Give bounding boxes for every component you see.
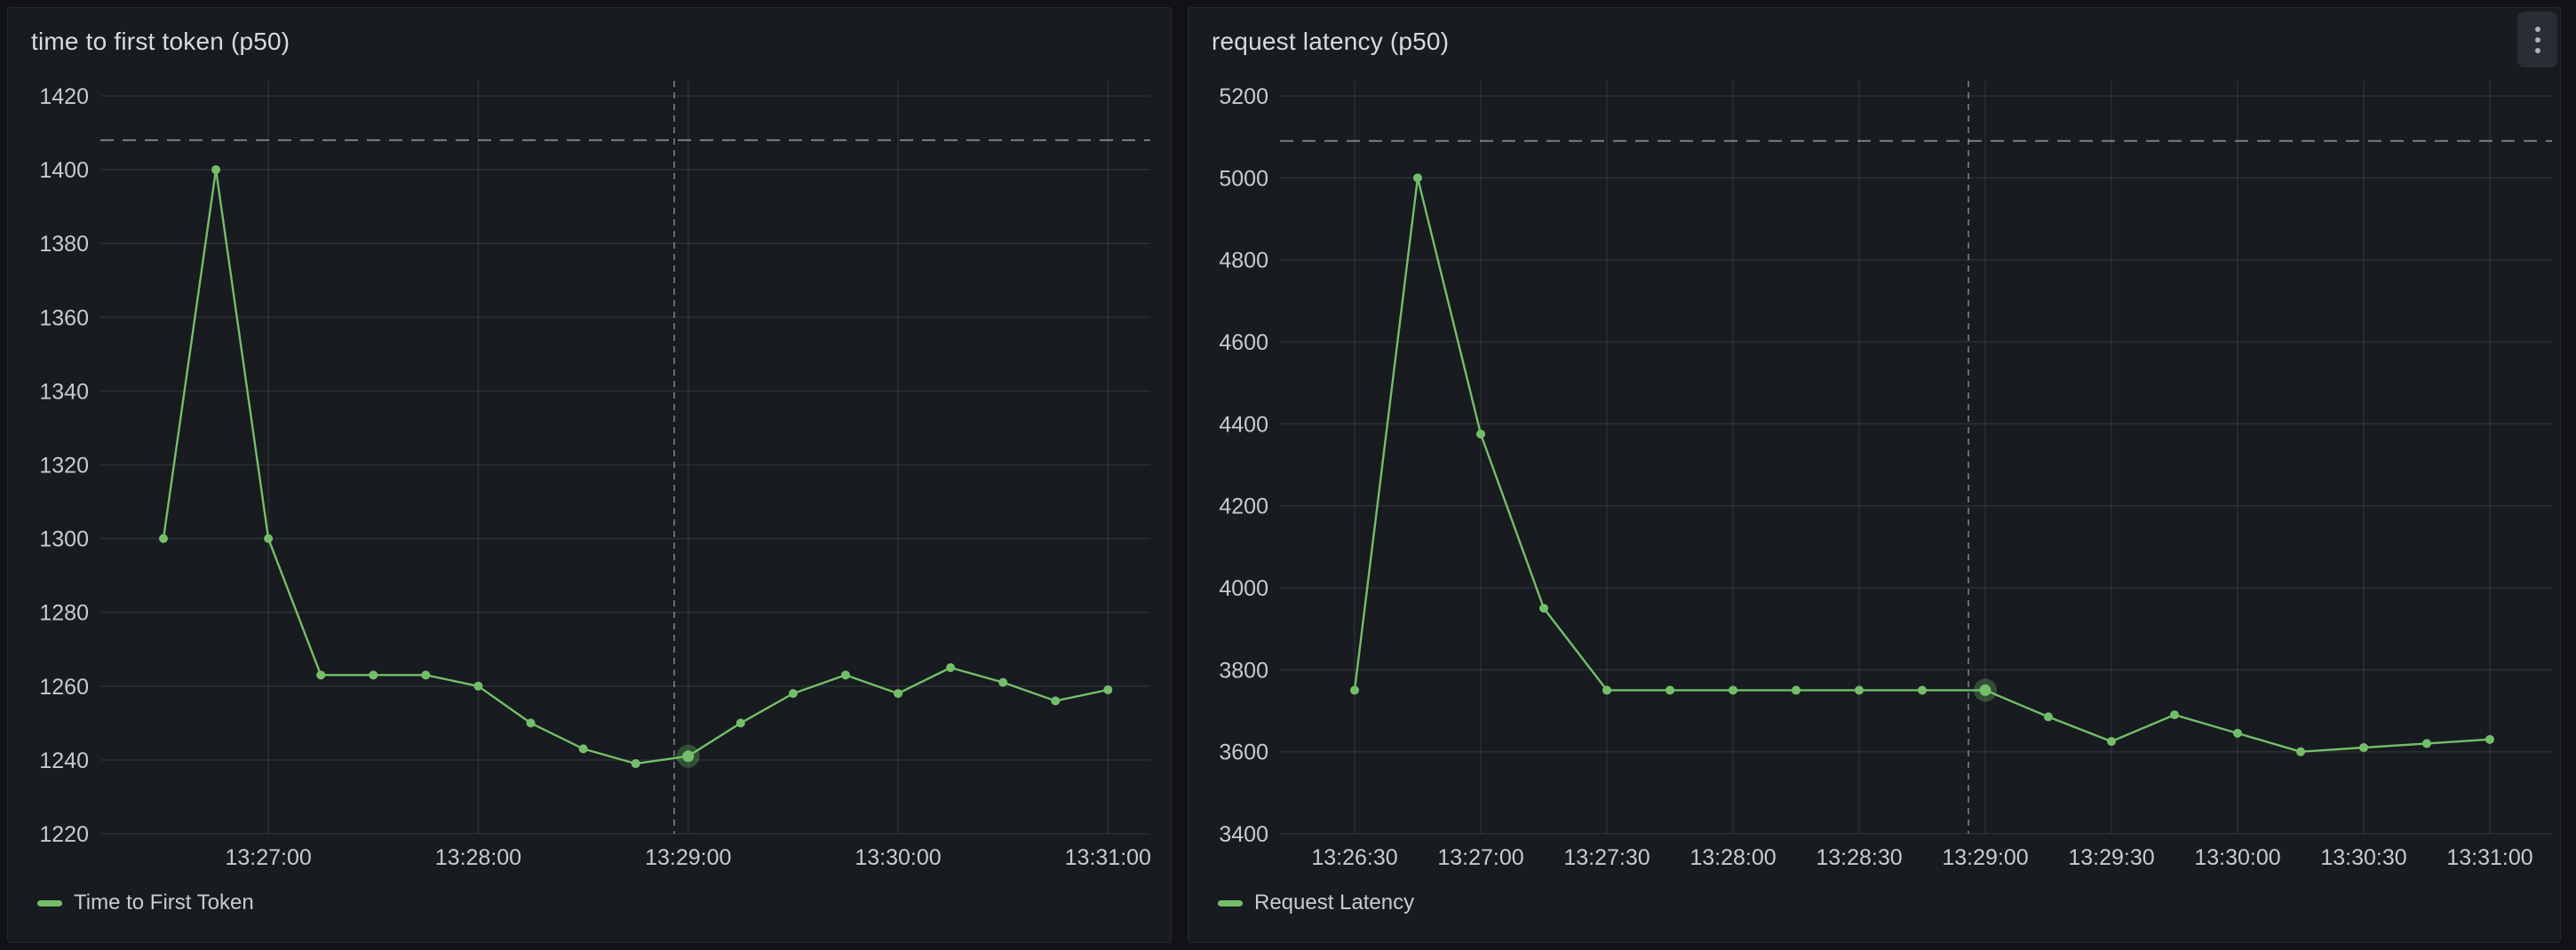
ttft-chart[interactable]: 1220 1240 1260 1280 1300 1320 1340 1360 1380 1400… <box>8 8 1171 942</box>
data-point[interactable] <box>473 681 483 691</box>
legend-item-latency[interactable]: Request Latency <box>1218 891 1414 915</box>
y-tick-label: 1400 <box>39 158 89 183</box>
x-tick-label: 13:27:00 <box>1437 845 1523 870</box>
series-color-swatch <box>1218 899 1243 906</box>
data-point[interactable] <box>840 670 850 680</box>
y-tick-label: 1380 <box>39 232 89 257</box>
latency-chart[interactable]: 3400 3600 3800 4000 4200 4400 4600 4800 5000 5200… <box>1189 8 2560 942</box>
series-line <box>162 168 1109 765</box>
data-point[interactable] <box>316 670 326 680</box>
data-point[interactable] <box>2421 739 2431 748</box>
highlight-point[interactable] <box>682 750 695 763</box>
data-point[interactable] <box>1854 685 1864 695</box>
data-point[interactable] <box>526 718 536 728</box>
data-point[interactable] <box>578 744 588 754</box>
y-tick-label: 5000 <box>1219 166 1268 191</box>
x-tick-label: 13:28:00 <box>1690 845 1776 870</box>
data-point[interactable] <box>1412 173 1422 183</box>
legend-label: Request Latency <box>1254 891 1415 914</box>
data-point[interactable] <box>159 534 168 543</box>
y-tick-label: 1360 <box>39 305 89 330</box>
x-tick-label: 13:29:00 <box>1942 845 2028 870</box>
data-point[interactable] <box>631 759 640 769</box>
data-point[interactable] <box>2295 747 2305 756</box>
kebab-vertical-icon <box>2534 26 2540 53</box>
x-tick-label: 13:26:30 <box>1311 845 1397 870</box>
series-color-swatch <box>37 899 62 906</box>
legend-item-ttft[interactable]: Time to First Token <box>37 891 254 915</box>
y-tick-label: 1260 <box>39 675 89 700</box>
y-tick-label: 1220 <box>39 822 89 847</box>
data-point[interactable] <box>1475 429 1485 439</box>
x-tick-label: 13:31:00 <box>2446 845 2532 870</box>
legend-label: Time to First Token <box>74 891 254 914</box>
data-point[interactable] <box>1103 685 1113 694</box>
data-point[interactable] <box>894 689 903 699</box>
data-point[interactable] <box>1728 685 1737 695</box>
data-point[interactable] <box>2358 743 2368 753</box>
data-point[interactable] <box>998 677 1008 687</box>
x-tick-label: 13:29:00 <box>645 845 731 870</box>
data-point[interactable] <box>1791 685 1801 695</box>
x-tick-label: 13:28:30 <box>1816 845 1902 870</box>
y-tick-label: 4600 <box>1219 330 1268 355</box>
panel-title[interactable]: request latency (p50) <box>1212 28 1450 55</box>
data-point[interactable] <box>1051 696 1061 706</box>
x-tick-label: 13:30:00 <box>2194 845 2280 870</box>
data-point[interactable] <box>1917 685 1927 695</box>
x-tick-label: 13:31:00 <box>1065 845 1151 870</box>
data-point[interactable] <box>2043 712 2053 722</box>
y-tick-label: 5200 <box>1219 84 1268 109</box>
data-point[interactable] <box>1602 685 1611 695</box>
data-point[interactable] <box>946 663 956 673</box>
highlight-point[interactable] <box>1979 684 1992 696</box>
panel-menu-button[interactable] <box>2517 12 2557 67</box>
x-tick-label: 13:30:00 <box>855 845 941 870</box>
data-point[interactable] <box>788 689 798 699</box>
x-tick-label: 13:27:30 <box>1563 845 1650 870</box>
data-point[interactable] <box>421 670 431 680</box>
y-tick-label: 1340 <box>39 379 89 404</box>
data-point[interactable] <box>369 670 378 680</box>
data-point[interactable] <box>2232 728 2242 738</box>
y-tick-label: 4800 <box>1219 249 1268 273</box>
y-tick-label: 1300 <box>39 527 89 552</box>
data-point[interactable] <box>2106 737 2116 747</box>
x-tick-label: 13:30:30 <box>2320 845 2406 870</box>
y-tick-label: 1280 <box>39 601 89 626</box>
panel-ttft: time to first token (p50) 1220 1240 1260 12… <box>7 7 1172 943</box>
data-point[interactable] <box>2485 734 2494 744</box>
y-tick-label: 4200 <box>1219 495 1268 519</box>
data-point[interactable] <box>1538 604 1548 614</box>
y-tick-label: 4400 <box>1219 412 1268 437</box>
data-point[interactable] <box>2169 710 2179 720</box>
x-tick-label: 13:28:00 <box>435 845 521 870</box>
series-line <box>1353 177 2492 753</box>
y-tick-label: 1240 <box>39 748 89 773</box>
panel-title[interactable]: time to first token (p50) <box>31 28 290 55</box>
y-tick-label: 3800 <box>1219 658 1268 683</box>
y-tick-label: 1420 <box>39 84 89 109</box>
data-point[interactable] <box>1665 685 1674 695</box>
y-tick-label: 3400 <box>1219 822 1268 847</box>
y-tick-label: 1320 <box>39 454 89 479</box>
x-tick-label: 13:27:00 <box>225 845 311 870</box>
y-tick-label: 4000 <box>1219 576 1268 601</box>
x-tick-label: 13:29:30 <box>2068 845 2154 870</box>
data-point[interactable] <box>211 165 221 175</box>
data-point[interactable] <box>264 534 274 543</box>
panel-latency: request latency (p50) 3400 3600 3800 4000 42… <box>1188 7 2561 943</box>
data-point[interactable] <box>1350 685 1359 695</box>
y-tick-label: 3600 <box>1219 740 1268 765</box>
data-point[interactable] <box>735 718 745 728</box>
